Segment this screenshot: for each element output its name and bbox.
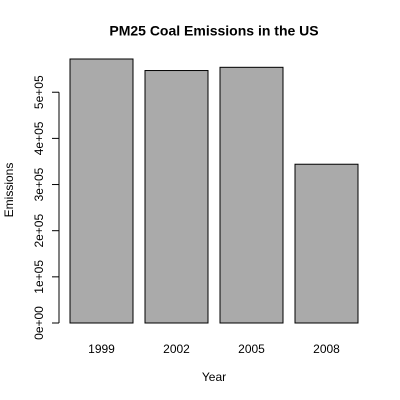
bar: [219, 66, 284, 324]
x-axis-label: Year: [202, 370, 226, 384]
y-tick-label: 2e+05: [32, 214, 46, 248]
bar: [294, 163, 359, 324]
x-tick-label: 1999: [88, 342, 115, 356]
x-tick-label: 2002: [163, 342, 190, 356]
y-tick-label: 0e+00: [32, 306, 46, 340]
y-tick-label: 1e+05: [32, 260, 46, 294]
bar: [69, 58, 134, 324]
bar: [144, 70, 209, 324]
y-axis-label: Emissions: [2, 163, 16, 218]
y-tick-label: 5e+05: [32, 75, 46, 109]
x-tick-label: 2008: [313, 342, 340, 356]
chart-title: PM25 Coal Emissions in the US: [109, 23, 318, 39]
x-tick-label: 2005: [238, 342, 265, 356]
y-tick-label: 3e+05: [32, 167, 46, 201]
y-tick-label: 4e+05: [32, 121, 46, 155]
